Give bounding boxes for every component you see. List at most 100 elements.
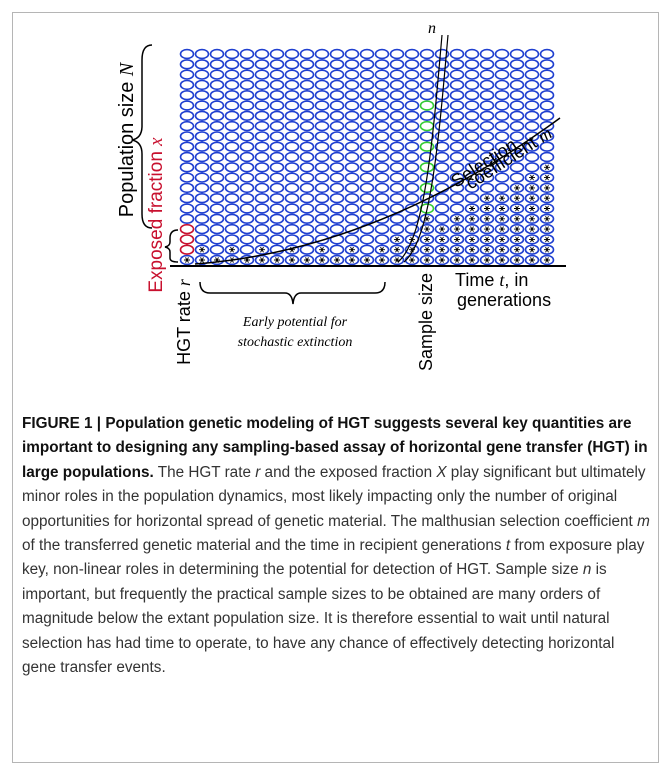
individual bbox=[479, 141, 495, 152]
individual bbox=[179, 110, 195, 122]
individual bbox=[374, 120, 390, 132]
individual bbox=[269, 193, 285, 204]
individual bbox=[239, 193, 255, 204]
individual bbox=[239, 244, 255, 255]
individual bbox=[389, 182, 405, 194]
caption-title: FIGURE 1 | Population genetic modeling o… bbox=[22, 415, 648, 481]
individual bbox=[314, 203, 330, 214]
individual bbox=[314, 79, 330, 91]
individual bbox=[254, 59, 270, 70]
individual bbox=[449, 141, 465, 152]
individual bbox=[374, 79, 390, 91]
individual bbox=[224, 151, 240, 163]
individual bbox=[524, 48, 540, 60]
individual bbox=[329, 69, 345, 80]
label-symbol: t bbox=[499, 270, 505, 290]
mutant-mark bbox=[424, 236, 430, 243]
individual bbox=[299, 162, 315, 173]
individual bbox=[194, 182, 210, 194]
individual bbox=[359, 69, 375, 80]
individual bbox=[404, 59, 420, 70]
individual bbox=[344, 203, 360, 214]
individual bbox=[209, 79, 225, 91]
individual bbox=[479, 182, 495, 194]
individual bbox=[194, 193, 210, 204]
mutant-mark bbox=[259, 257, 265, 263]
mutant-mark bbox=[529, 226, 535, 232]
label-text: Population size bbox=[116, 76, 138, 217]
individual bbox=[239, 131, 255, 142]
individual bbox=[419, 162, 435, 173]
mutant-mark bbox=[484, 215, 490, 222]
individual bbox=[524, 131, 540, 142]
individual bbox=[254, 213, 270, 225]
individual bbox=[539, 110, 555, 122]
individual bbox=[434, 79, 450, 91]
individual bbox=[299, 182, 315, 194]
individual bbox=[284, 120, 300, 132]
individual bbox=[269, 182, 285, 194]
mutant-mark bbox=[514, 246, 520, 253]
individual bbox=[239, 234, 255, 245]
individual bbox=[404, 182, 420, 194]
individual bbox=[359, 182, 375, 194]
individual bbox=[389, 48, 405, 60]
individual bbox=[254, 151, 270, 163]
mutant-mark bbox=[499, 236, 505, 243]
mutant-mark bbox=[319, 246, 325, 253]
individual bbox=[464, 131, 480, 142]
mutant-mark bbox=[349, 257, 355, 263]
individual bbox=[359, 203, 375, 214]
individual bbox=[479, 131, 495, 142]
individual bbox=[254, 203, 270, 214]
individual bbox=[269, 131, 285, 142]
individual bbox=[329, 193, 345, 204]
individual bbox=[179, 151, 195, 163]
individual bbox=[509, 69, 525, 80]
mutant-mark bbox=[364, 257, 370, 263]
brace bbox=[199, 281, 386, 305]
individual bbox=[269, 110, 285, 122]
individual bbox=[389, 100, 405, 111]
individual bbox=[284, 59, 300, 70]
individual bbox=[239, 79, 255, 91]
individual bbox=[239, 213, 255, 225]
individual bbox=[494, 48, 510, 60]
individual bbox=[254, 234, 270, 245]
individual bbox=[509, 79, 525, 91]
individual bbox=[464, 79, 480, 91]
individual bbox=[374, 89, 390, 101]
mutant-mark bbox=[529, 236, 535, 243]
individual bbox=[479, 48, 495, 60]
individual bbox=[374, 110, 390, 122]
sample-size-label: Sample size bbox=[416, 273, 436, 371]
mutant-mark bbox=[259, 246, 265, 253]
individual bbox=[284, 110, 300, 122]
text: and the exposed fraction bbox=[260, 463, 437, 481]
individual bbox=[449, 151, 465, 163]
individual bbox=[284, 172, 300, 183]
individual bbox=[494, 131, 510, 142]
individual bbox=[179, 203, 195, 214]
individual bbox=[389, 59, 405, 70]
mutant-mark bbox=[544, 185, 550, 191]
individual bbox=[449, 79, 465, 91]
individual bbox=[434, 172, 450, 183]
individual bbox=[299, 48, 315, 60]
individual bbox=[194, 223, 210, 235]
individual bbox=[269, 141, 285, 152]
individual bbox=[224, 172, 240, 183]
mutant-mark bbox=[529, 185, 535, 191]
individual bbox=[419, 151, 435, 163]
individual bbox=[299, 213, 315, 225]
individual bbox=[524, 141, 540, 152]
individual bbox=[209, 234, 225, 245]
individual bbox=[239, 182, 255, 194]
mutant-mark bbox=[439, 257, 445, 263]
individual bbox=[314, 193, 330, 204]
caption-body: The HGT rate r and the exposed fraction … bbox=[22, 464, 650, 676]
individual bbox=[359, 244, 375, 255]
individual bbox=[449, 59, 465, 70]
mutant-mark bbox=[454, 215, 460, 222]
individual bbox=[389, 79, 405, 91]
